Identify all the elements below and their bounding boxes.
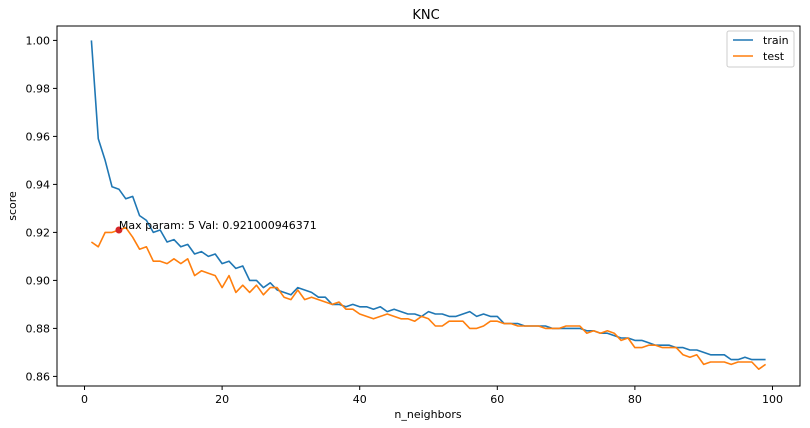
series-test-line	[90, 226, 767, 371]
series-train-line	[90, 40, 766, 361]
legend: train test	[726, 30, 795, 68]
y-tick-label: 0.94	[26, 178, 51, 191]
x-tick-label: 100	[762, 393, 783, 406]
max-point-marker	[115, 226, 123, 234]
y-tick-label: 0.86	[26, 370, 51, 383]
chart-title: KNC	[412, 8, 439, 23]
y-axis: 0.86 0.88 0.90 0.92 0.94 0.96 0.98 1.00	[26, 34, 57, 383]
legend-test-label: test	[763, 50, 785, 63]
y-axis-label: score	[6, 191, 19, 221]
x-tick-label: 60	[490, 393, 504, 406]
y-tick-label: 0.96	[26, 130, 51, 143]
x-tick-label: 80	[628, 393, 642, 406]
series-lines	[90, 40, 767, 371]
max-param-annotation: Max param: 5 Val: 0.921000946371	[115, 219, 317, 234]
x-tick-label: 0	[81, 393, 88, 406]
y-tick-label: 0.90	[26, 274, 51, 287]
x-tick-label: 20	[215, 393, 229, 406]
y-tick-label: 0.92	[26, 226, 51, 239]
x-axis: 0 20 40 60 80 100	[81, 386, 783, 406]
plot-area	[56, 25, 801, 387]
legend-train-label: train	[763, 34, 789, 47]
y-tick-label: 1.00	[26, 34, 51, 47]
max-param-label: Max param: 5 Val: 0.921000946371	[119, 219, 317, 232]
x-tick-label: 40	[353, 393, 367, 406]
y-tick-label: 0.88	[26, 322, 51, 335]
x-axis-label: n_neighbors	[394, 408, 461, 421]
y-tick-label: 0.98	[26, 82, 51, 95]
